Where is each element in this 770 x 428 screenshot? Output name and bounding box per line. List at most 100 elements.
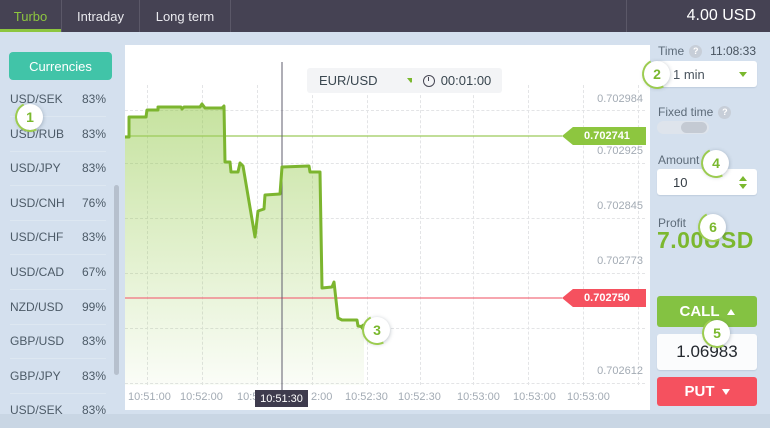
time-label: Time [658, 44, 685, 58]
tab-intraday[interactable]: Intraday [62, 0, 140, 32]
currency-pair-row[interactable]: USD/CAD 67% [10, 263, 106, 281]
currency-pair-row[interactable]: GBP/USD 83% [10, 332, 106, 350]
chevron-down-icon [407, 78, 415, 83]
fixed-time-label: Fixed time [658, 105, 714, 119]
currencies-button[interactable]: Currencies [9, 52, 112, 80]
call-button[interactable]: CALL [657, 296, 757, 327]
put-label: PUT [684, 383, 715, 400]
time-axis-label: 10:53:00 [513, 391, 556, 403]
tab-long-term[interactable]: Long term [140, 0, 231, 32]
pair-payout: 83% [81, 368, 106, 383]
gridline [125, 163, 645, 164]
price-axis-label: 0.702773 [597, 255, 643, 267]
step-badge-4: 4 [703, 150, 729, 176]
gridline [583, 85, 584, 385]
sidebar-scrollbar[interactable] [114, 185, 119, 375]
time-axis-label: 10:53:00 [457, 391, 500, 403]
step-badge-6: 6 [700, 214, 726, 240]
account-balance[interactable]: 4.00 USD [626, 0, 770, 32]
amount-value: 10 [673, 174, 688, 190]
bottom-strip [0, 414, 770, 428]
price-axis-label: 0.702845 [597, 200, 643, 212]
chevron-down-icon [739, 71, 747, 77]
gridline [420, 85, 421, 385]
divider [10, 254, 106, 256]
pair-payout: 83% [81, 126, 106, 141]
fixed-time-label-row: Fixed time ? [658, 105, 732, 119]
strike-price-value: 0.702750 [584, 292, 630, 304]
currency-pair-row[interactable]: USD/CNH 76% [10, 194, 106, 212]
gridline [473, 85, 474, 385]
amount-stepper[interactable] [739, 175, 747, 189]
current-price-value: 0.702741 [584, 130, 630, 142]
price-axis-label: 0.702925 [597, 145, 643, 157]
profit-label: Profit [658, 216, 687, 230]
tab-turbo[interactable]: Turbo [0, 0, 62, 32]
pair-name: USD/JPY [10, 161, 61, 176]
help-icon[interactable]: ? [718, 105, 732, 119]
time-label-row: Time ? [658, 44, 703, 58]
time-axis-label: 10:51:00 [128, 391, 171, 403]
gridline [125, 110, 645, 111]
divider [10, 323, 106, 325]
step-badge-5: 5 [704, 320, 730, 346]
currency-pair-row[interactable]: GBP/JPY 83% [10, 367, 106, 385]
time-axis-label: 10:52:30 [398, 391, 441, 403]
pair-name: USD/CNH [10, 195, 65, 210]
time-axis-label: 10:5 [237, 391, 259, 403]
pair-payout: 83% [81, 334, 106, 349]
step-badge-2: 2 [644, 61, 670, 87]
crosshair-time-tag: 10:51:30 [255, 390, 308, 407]
time-axis-label: 2:00 [311, 391, 333, 403]
call-label: CALL [679, 303, 720, 320]
price-axis-label: 0.702984 [597, 93, 643, 105]
topbar: Turbo Intraday Long term 4.00 USD [0, 0, 770, 32]
server-clock: 11:08:33 [710, 44, 756, 58]
arrow-down-icon [721, 388, 730, 395]
toggle-knob[interactable] [681, 122, 707, 133]
divider [10, 392, 106, 394]
pair-name: USD/CAD [10, 265, 65, 279]
pair-payout: 99% [81, 299, 106, 314]
pair-name: GBP/USD [10, 334, 65, 349]
expiry-timer[interactable]: 00:01:00 [412, 68, 502, 93]
price-axis-label: 0.702612 [597, 365, 643, 377]
pair-payout: 83% [81, 403, 106, 418]
divider [10, 116, 106, 117]
symbol-label: EUR/USD [319, 73, 378, 88]
gridline [125, 218, 645, 219]
currency-pair-row[interactable]: USD/SEK 83% [10, 401, 106, 419]
time-axis-label: 10:52:00 [180, 391, 223, 403]
profit-label-row: Profit [658, 216, 686, 230]
divider [10, 358, 106, 360]
step-badge-1: 1 [17, 104, 43, 130]
currency-pair-row[interactable]: USD/JPY 83% [10, 159, 106, 177]
gridline [528, 85, 529, 385]
currency-pair-row[interactable]: NZD/USD 99% [10, 298, 106, 316]
pair-name: GBP/JPY [10, 368, 61, 383]
chart-fill-area [125, 104, 364, 385]
timer-value: 00:01:00 [440, 73, 492, 88]
pair-name: USD/CHF [10, 230, 64, 245]
help-icon[interactable]: ? [689, 44, 703, 58]
expiry-select[interactable]: 1 min [657, 61, 757, 87]
pair-payout: 76% [81, 195, 106, 210]
tab-bar: Turbo Intraday Long term [0, 0, 770, 32]
divider [10, 185, 106, 187]
gridline [367, 85, 368, 385]
current-price-tag: 0.702741 [562, 127, 646, 145]
currency-pair-row[interactable]: USD/CHF 83% [10, 228, 106, 246]
expiry-value: 1 min [673, 66, 705, 82]
time-axis-label: 10:53:00 [567, 391, 610, 403]
symbol-selector[interactable]: EUR/USD [307, 68, 427, 93]
clock-icon [422, 74, 435, 87]
arrow-up-icon [726, 308, 735, 315]
amount-label: Amount [658, 153, 700, 167]
put-button[interactable]: PUT [657, 377, 757, 406]
step-badge-3: 3 [364, 317, 390, 343]
gridline [125, 273, 645, 274]
pair-name: NZD/USD [10, 299, 64, 314]
time-axis-label: 10:52:30 [345, 391, 388, 403]
fixed-time-toggle[interactable] [657, 121, 709, 134]
